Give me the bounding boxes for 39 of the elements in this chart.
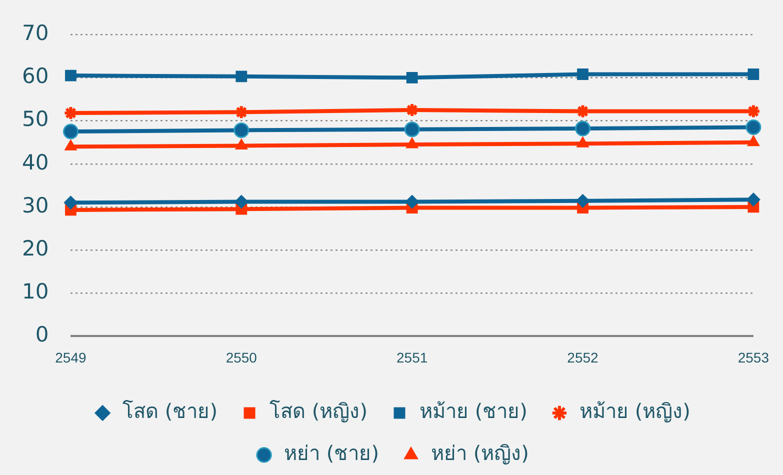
point <box>576 136 589 148</box>
point <box>234 195 248 209</box>
x-tick-label: 2552 <box>567 349 599 366</box>
point <box>236 70 248 82</box>
point <box>747 136 760 146</box>
point <box>746 192 760 206</box>
point <box>404 122 420 138</box>
point <box>64 140 77 150</box>
y-tick-label: 10 <box>22 280 49 304</box>
y-tick-label: 20 <box>22 236 49 260</box>
y-tick-label: 50 <box>22 107 49 132</box>
x-tick-label: 2553 <box>738 349 770 366</box>
point <box>746 119 762 135</box>
y-tick-label: 70 <box>22 21 49 46</box>
legend-label: โสด (หญิง) <box>270 399 368 424</box>
legend-label: หย่า (หญิง) <box>431 441 529 466</box>
x-tick-label: 2550 <box>226 349 258 366</box>
point <box>405 195 419 209</box>
point <box>575 120 590 136</box>
y-tick-label: 30 <box>22 193 49 218</box>
legend-label: โสด (ชาย) <box>122 399 218 424</box>
legend-label: หม้าย (หญิง) <box>579 399 690 424</box>
point <box>234 122 250 138</box>
point <box>235 139 248 150</box>
point <box>577 68 588 80</box>
legend-label: หย่า (ชาย) <box>284 441 380 466</box>
y-tick-label: 40 <box>22 150 49 174</box>
x-tick-label: 2549 <box>55 349 86 366</box>
point <box>406 72 418 84</box>
y-tick-label: 60 <box>22 64 49 88</box>
x-tick-label: 2551 <box>396 349 428 366</box>
y-tick-label: 0 <box>35 322 49 347</box>
point <box>65 70 76 82</box>
point <box>406 138 418 148</box>
point <box>62 124 78 140</box>
point <box>576 194 590 208</box>
legend-label: หม้าย (ชาย) <box>420 399 528 424</box>
point <box>748 68 760 80</box>
point <box>64 196 78 210</box>
